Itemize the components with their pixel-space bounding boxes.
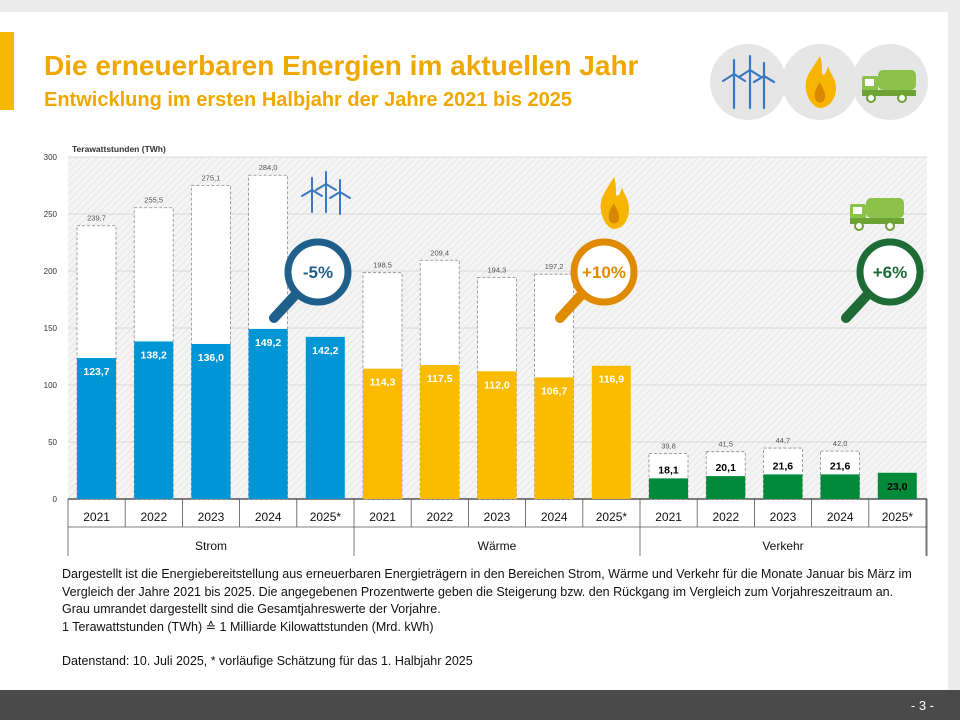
group-label: Verkehr <box>762 539 803 553</box>
annual-total-label: 197,2 <box>545 262 564 271</box>
value-bar <box>420 365 460 499</box>
footer-bar: - 3 - <box>0 690 960 720</box>
flame-icon <box>600 177 629 229</box>
value-label: 136,0 <box>198 352 224 364</box>
annual-total-label: 39,8 <box>661 442 676 451</box>
value-label: 21,6 <box>773 460 794 472</box>
category-label: 2025* <box>882 510 914 524</box>
value-bar <box>134 341 174 499</box>
footnote-data-status: Datenstand: 10. Juli 2025, * vorläufige … <box>62 654 473 668</box>
page-subtitle: Entwicklung im ersten Halbjahr der Jahre… <box>44 89 572 111</box>
annual-total-label: 41,5 <box>718 440 733 449</box>
value-label: 142,2 <box>312 345 338 357</box>
value-label: 138,2 <box>141 349 167 361</box>
value-label: 20,1 <box>715 462 736 474</box>
category-label: 2022 <box>426 510 453 524</box>
group-label: Wärme <box>478 539 517 553</box>
value-label: 114,3 <box>370 377 396 389</box>
category-label: 2024 <box>255 510 282 524</box>
flame-icon <box>782 44 858 120</box>
wind-turbines-icon <box>710 44 786 120</box>
y-tick-label: 200 <box>44 267 58 276</box>
category-label: 2021 <box>83 510 110 524</box>
category-label: 2021 <box>655 510 682 524</box>
y-tick-label: 100 <box>44 381 58 390</box>
category-label: 2022 <box>140 510 167 524</box>
annual-total-label: 198,5 <box>373 261 392 270</box>
value-label: 123,7 <box>83 366 109 378</box>
magnifier-ring <box>570 238 638 306</box>
category-label: 2024 <box>541 510 568 524</box>
annual-total-label: 255,5 <box>144 196 163 205</box>
value-label: 23,0 <box>887 481 908 493</box>
footnote: Dargestellt ist die Energiebereitstellun… <box>62 566 922 671</box>
annual-total-label: 239,7 <box>87 214 106 223</box>
tank-truck-icon <box>852 44 928 120</box>
category-label: 2023 <box>484 510 511 524</box>
value-label: 106,7 <box>541 385 567 397</box>
value-label: 116,9 <box>598 374 624 386</box>
value-bar <box>363 368 402 499</box>
category-label: 2025* <box>310 510 342 524</box>
change-badge: -5% <box>303 263 333 282</box>
category-label: 2022 <box>712 510 739 524</box>
category-label: 2023 <box>770 510 797 524</box>
value-bar <box>534 377 574 499</box>
change-badge: +10% <box>582 263 626 282</box>
category-label: 2023 <box>198 510 225 524</box>
magnifier-ring <box>856 238 924 306</box>
y-tick-label: 0 <box>53 495 58 504</box>
magnifier-handle <box>841 287 875 323</box>
annual-total-label: 209,4 <box>430 248 449 257</box>
magnifier-ring <box>284 238 352 306</box>
value-bar <box>248 328 288 499</box>
value-label: 117,5 <box>427 373 453 385</box>
wind-turbines-icon <box>301 171 351 215</box>
value-bar <box>591 365 631 499</box>
magnifier-handle <box>555 287 589 323</box>
annual-total-label: 194,3 <box>488 265 507 274</box>
value-bar <box>77 357 116 499</box>
value-bar <box>191 343 231 499</box>
accent-bar <box>0 32 14 110</box>
value-bar <box>763 474 803 499</box>
value-label: 149,2 <box>255 337 281 349</box>
annual-total-label: 44,7 <box>776 436 791 445</box>
y-tick-label: 50 <box>48 438 57 447</box>
value-bar <box>649 478 688 499</box>
annual-total-label: 42,0 <box>833 439 848 448</box>
footnote-description: Dargestellt ist die Energiebereitstellun… <box>62 567 912 616</box>
change-badge: +6% <box>873 263 908 282</box>
group-label: Strom <box>195 539 227 553</box>
page-title: Die erneuerbaren Energien im aktuellen J… <box>44 50 639 81</box>
value-bar <box>305 336 345 499</box>
y-tick-label: 300 <box>44 153 58 162</box>
value-bar <box>706 476 746 499</box>
annual-total-label: 275,1 <box>202 173 221 182</box>
footnote-unit-note: 1 Terawattstunden (TWh) ≙ 1 Milliarde Ki… <box>62 619 434 634</box>
value-bar <box>820 474 860 499</box>
value-label: 18,1 <box>658 464 679 476</box>
category-label: 2025* <box>596 510 628 524</box>
page-number: - 3 - <box>910 698 934 713</box>
y-axis-label: Terawattstunden (TWh) <box>72 144 166 154</box>
tank-truck-icon <box>850 198 904 231</box>
value-label: 112,0 <box>484 379 510 391</box>
y-tick-label: 150 <box>44 324 58 333</box>
annual-total-label: 284,0 <box>259 163 278 172</box>
magnifier-handle <box>269 287 303 323</box>
value-bar <box>877 472 917 499</box>
y-tick-label: 250 <box>44 210 58 219</box>
category-label: 2024 <box>827 510 854 524</box>
value-bar <box>477 371 517 499</box>
value-label: 21,6 <box>830 460 851 472</box>
category-label: 2021 <box>369 510 396 524</box>
